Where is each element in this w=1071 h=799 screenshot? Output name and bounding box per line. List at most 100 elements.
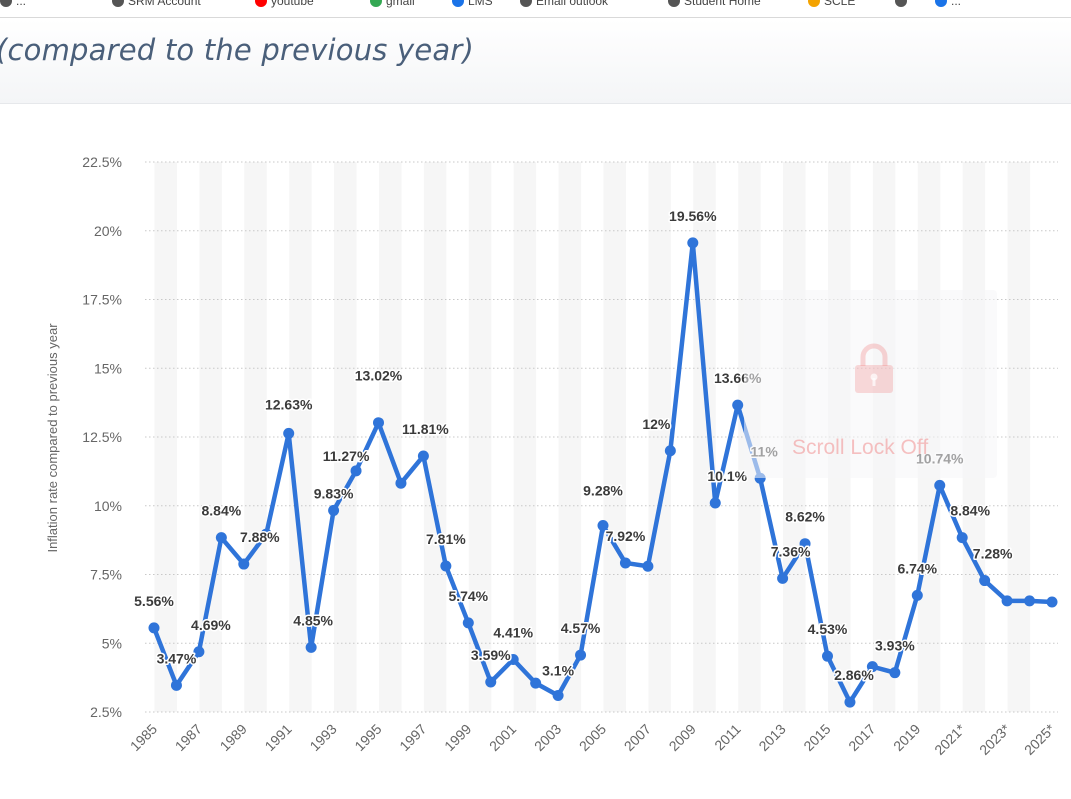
globe-icon	[520, 0, 532, 7]
x-tick-label: 2021*	[931, 720, 969, 758]
data-label: 2.86%	[834, 667, 874, 683]
data-point	[889, 667, 901, 679]
y-axis-title: Inflation rate compared to previous year	[45, 323, 60, 553]
y-tick-label: 20%	[94, 223, 122, 239]
bookmark-item[interactable]: SRM Account	[112, 0, 201, 10]
data-point	[530, 677, 542, 689]
x-tick-label: 2013	[755, 721, 788, 754]
bookmark-item[interactable]: youtube	[255, 0, 314, 10]
y-tick-label: 22.5%	[82, 154, 122, 170]
x-tick-label: 1997	[396, 721, 429, 754]
data-label: 3.1%	[542, 663, 574, 679]
bookmark-label: youtube	[271, 0, 314, 8]
data-point	[844, 696, 856, 708]
x-tick-label: 1995	[351, 721, 384, 754]
data-point	[597, 520, 609, 532]
data-label: 7.28%	[973, 546, 1013, 562]
data-point	[1046, 596, 1058, 608]
bookmark-item[interactable]: ...	[935, 0, 961, 10]
y-tick-label: 2.5%	[90, 704, 122, 720]
background-band	[1007, 162, 1031, 712]
data-label: 9.28%	[583, 483, 623, 499]
data-label: 12%	[642, 416, 671, 432]
data-point	[866, 661, 878, 673]
data-point	[462, 617, 474, 629]
bookmark-item[interactable]: Email outlook	[520, 0, 608, 10]
data-point	[552, 690, 564, 701]
globe-icon	[895, 0, 907, 7]
bookmark-item[interactable]: ...	[0, 0, 26, 10]
data-point	[417, 450, 429, 462]
y-tick-label: 12.5%	[82, 429, 122, 445]
data-point	[215, 532, 227, 544]
data-label: 7.92%	[606, 528, 646, 544]
bookmarks-bar: ... SRM Account youtube gmail LMS Email outlo…	[0, 0, 1071, 18]
data-point	[709, 497, 721, 509]
data-point	[148, 622, 160, 634]
data-point	[956, 532, 968, 544]
x-tick-label: 2023*	[976, 720, 1014, 758]
data-label: 8.62%	[785, 509, 825, 525]
data-point	[260, 528, 272, 540]
puzzle-icon	[808, 0, 820, 7]
data-label: 5.74%	[448, 588, 488, 604]
gmail-icon	[370, 0, 382, 7]
background-band	[423, 162, 447, 712]
data-point	[350, 465, 362, 477]
data-point	[1001, 595, 1013, 607]
data-label: 9.83%	[314, 485, 354, 501]
data-point	[687, 237, 699, 249]
data-label: 3.93%	[875, 638, 915, 654]
x-axis-ticks: 1985 1987 1989 1991 1993 1995 1997 1999 2001 2003…	[127, 720, 1059, 758]
bookmark-label: Email outlook	[536, 0, 609, 8]
bookmark-label: gmail	[386, 0, 415, 8]
y-tick-label: 10%	[94, 498, 122, 514]
data-label: 13.02%	[355, 368, 403, 384]
data-label: 3.47%	[157, 650, 197, 666]
data-label: 6.74%	[897, 560, 937, 576]
data-point	[642, 560, 654, 572]
bookmark-item[interactable]: LMS	[452, 0, 493, 10]
x-tick-label: 2007	[621, 721, 654, 754]
globe-icon	[0, 0, 12, 7]
x-tick-label: 1985	[127, 721, 160, 754]
inflation-line-chart: 2.5%5%7.5%10%12.5%15%17.5%20%22.5% 1985 1…	[45, 154, 1059, 758]
y-axis-ticks: 2.5% 5% 7.5% 10% 12.5% 15% 17.5% 20% 22.5%	[82, 154, 122, 720]
bookmark-item[interactable]: Student Home	[668, 0, 761, 10]
y-tick-label: 7.5%	[90, 567, 122, 583]
data-point	[1024, 595, 1036, 607]
scroll-lock-overlay: Scroll Lock Off	[744, 290, 997, 478]
data-label: 4.53%	[808, 621, 848, 637]
bookmark-item[interactable]: SCLE	[808, 0, 855, 10]
x-tick-label: 2009	[666, 721, 699, 754]
bookmark-item[interactable]	[895, 0, 911, 10]
bookmark-item[interactable]: gmail	[370, 0, 415, 10]
data-point	[911, 589, 923, 601]
link-icon	[452, 0, 464, 7]
data-label: 19.56%	[669, 208, 717, 224]
data-label: 4.85%	[293, 612, 333, 628]
background-band	[244, 162, 267, 712]
y-tick-label: 15%	[94, 360, 122, 376]
x-tick-label: 2001	[486, 721, 519, 754]
data-label: 4.69%	[191, 617, 231, 633]
y-tick-label: 17.5%	[82, 292, 122, 308]
bookmark-label: ...	[951, 0, 962, 8]
data-point	[799, 538, 811, 550]
data-point	[440, 560, 452, 572]
data-point	[507, 653, 519, 665]
data-point	[328, 504, 340, 516]
data-label: 11.27%	[323, 448, 370, 464]
bookmark-label: SCLE	[824, 0, 856, 8]
data-label: 4.57%	[561, 620, 601, 636]
data-labels: 5.56% 3.47% 4.69% 8.84% 7.88% 12.63% 4.85% 9.83…	[133, 206, 1015, 684]
data-point	[170, 679, 182, 691]
x-tick-label: 2003	[531, 721, 564, 754]
youtube-icon	[255, 0, 267, 7]
x-tick-label: 1991	[261, 721, 294, 754]
account-icon	[112, 0, 124, 7]
background-band	[513, 162, 537, 712]
bookmark-label: SRM Account	[128, 0, 201, 8]
data-point	[373, 417, 384, 429]
data-label: 8.84%	[950, 503, 990, 519]
